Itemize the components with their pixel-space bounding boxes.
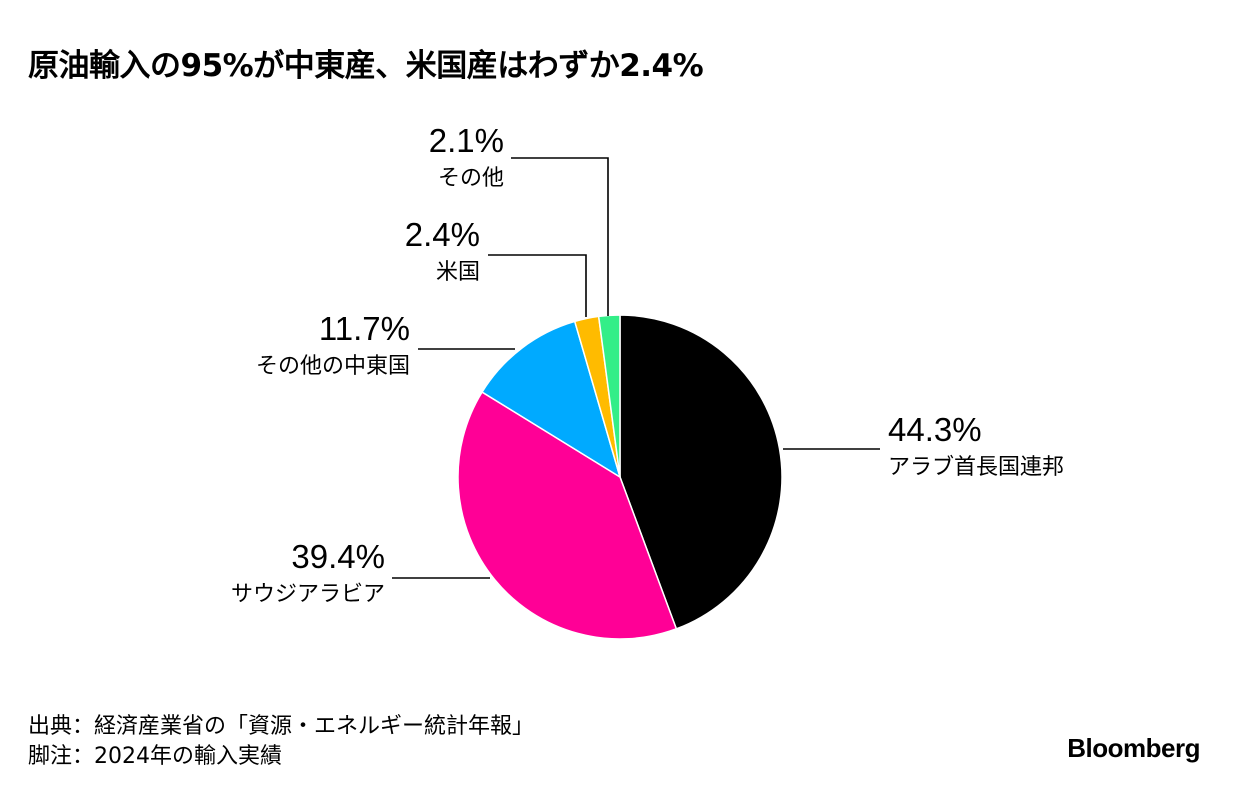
pie-slices <box>457 314 783 640</box>
pie-slice <box>457 391 678 640</box>
leader-line <box>511 157 609 316</box>
slice-category-label: 米国 <box>436 260 480 285</box>
chart-title: 原油輸入の95%が中東産、米国産はわずか2.4% <box>28 48 704 84</box>
slice-percent-label: 44.3% <box>888 411 982 448</box>
slice-category-label: その他 <box>438 166 504 191</box>
source-note: 出典：経済産業省の「資源・エネルギー統計年報」 <box>28 714 535 739</box>
slice-category-label: その他の中東国 <box>256 354 410 379</box>
slice-category-label: アラブ首長国連邦 <box>888 455 1064 480</box>
slice-category-label: サウジアラビア <box>231 582 385 607</box>
pie-slice <box>597 314 621 478</box>
slice-labels: 44.3% アラブ首長国連邦 39.4% サウジアラビア 11.7% その他の中東国 2.4… <box>231 122 1064 607</box>
pie-chart: 44.3% アラブ首長国連邦 39.4% サウジアラビア 11.7% その他の中東国 2.4… <box>231 122 1064 640</box>
slice-percent-label: 2.4% <box>405 216 480 253</box>
slice-percent-label: 2.1% <box>429 122 504 159</box>
bloomberg-logo: Bloomberg <box>1067 733 1200 763</box>
footnote: 脚注：2024年の輸入実績 <box>28 744 282 769</box>
slice-percent-label: 11.7% <box>319 310 410 347</box>
slice-percent-label: 39.4% <box>291 538 385 575</box>
pie-slice <box>619 314 783 630</box>
leader-line <box>488 254 587 317</box>
